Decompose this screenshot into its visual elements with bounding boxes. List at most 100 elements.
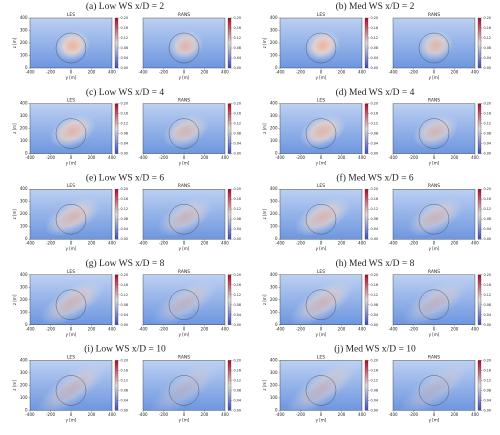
rotor-outline xyxy=(55,289,87,320)
x-tick-label: -200 xyxy=(46,70,56,75)
colorbar xyxy=(477,17,482,69)
subplot-title: LES xyxy=(67,354,75,360)
colorbar-tick-label: 0.00 xyxy=(484,408,492,412)
panel-title: (d) Med WS x/D = 4 xyxy=(336,87,415,98)
colorbar-tick-label: 0.16 xyxy=(234,26,242,30)
x-tick-label: -200 xyxy=(409,326,419,331)
colorbar-tick-label: 0.04 xyxy=(121,313,129,317)
x-tick-label: 200 xyxy=(451,412,459,417)
panel-title: (i) Low WS x/D = 10 xyxy=(84,344,166,355)
wake-region xyxy=(54,30,91,61)
subplot-title: LES xyxy=(67,183,75,189)
y-tick-label: 300 xyxy=(270,113,278,118)
y-tick-label: 300 xyxy=(270,284,278,289)
colorbar-tick-label: 0.20 xyxy=(234,358,242,362)
colorbar-tick-label: 0.12 xyxy=(234,378,242,382)
y-tick-label: 300 xyxy=(270,199,278,204)
panel-title: (f) Med WS x/D = 6 xyxy=(336,172,413,183)
y-axis-label: z [m] xyxy=(262,209,267,220)
panel-title: (c) Low WS x/D = 4 xyxy=(86,87,165,98)
colorbar-tick-label: 0.04 xyxy=(234,227,242,231)
x-tick-label: -400 xyxy=(275,326,285,331)
colorbar-tick-label: 0.16 xyxy=(371,283,379,287)
x-tick-label: 0 xyxy=(70,155,73,160)
colorbar-tick-label: 0.12 xyxy=(121,207,129,211)
x-tick-label: 400 xyxy=(471,412,479,417)
rotor-outline xyxy=(168,203,200,235)
x-tick-label: -200 xyxy=(296,155,306,160)
rotor-outline xyxy=(305,375,337,406)
colorbar xyxy=(114,274,119,325)
x-tick-label: -200 xyxy=(159,412,169,417)
colorbar-tick-label: 0.16 xyxy=(121,26,129,30)
subplot-title: RANS xyxy=(428,12,440,18)
wake-region xyxy=(49,114,96,149)
x-tick-label: -400 xyxy=(388,155,398,160)
y-tick-label: 100 xyxy=(20,53,28,58)
wake-region xyxy=(417,30,454,61)
y-tick-label: 400 xyxy=(270,186,278,191)
colorbar-tick-label: 0.12 xyxy=(371,207,379,211)
rotor-outline xyxy=(55,32,87,64)
colorbar xyxy=(477,274,482,325)
x-tick-label: 0 xyxy=(433,70,436,75)
colorbar-tick-label: 0.08 xyxy=(234,217,242,221)
rotor-outline xyxy=(418,289,450,320)
subplot-title: RANS xyxy=(428,269,440,275)
x-tick-label: -400 xyxy=(138,155,148,160)
subplot-title: LES xyxy=(317,269,325,275)
colorbar-tick-label: 0.12 xyxy=(121,378,129,382)
y-tick-label: 0 xyxy=(25,407,28,412)
colorbar-tick-label: 0.00 xyxy=(121,152,129,156)
wake-region xyxy=(40,278,105,326)
x-tick-label: 200 xyxy=(201,241,209,246)
colorbar-tick-label: 0.08 xyxy=(484,217,492,221)
colorbar xyxy=(227,17,232,69)
panel-title: (e) Low WS x/D = 6 xyxy=(86,172,165,183)
colorbar-tick-label: 0.16 xyxy=(234,368,242,372)
x-tick-label: -400 xyxy=(275,155,285,160)
y-tick-label: 100 xyxy=(270,224,278,229)
rotor-outline xyxy=(55,375,87,406)
colorbar-tick-label: 0.16 xyxy=(234,283,242,287)
x-tick-label: 200 xyxy=(338,155,346,160)
subplot-title: RANS xyxy=(178,354,190,360)
x-tick-label: 200 xyxy=(451,155,459,160)
colorbar-tick-label: 0.04 xyxy=(371,56,379,60)
x-tick-label: 400 xyxy=(471,326,479,331)
colorbar xyxy=(364,17,369,69)
x-tick-label: -400 xyxy=(25,412,35,417)
colorbar-tick-label: 0.04 xyxy=(484,227,492,231)
y-tick-label: 100 xyxy=(20,309,28,314)
colorbar-tick-label: 0.08 xyxy=(121,388,129,392)
x-tick-label: 200 xyxy=(88,241,96,246)
x-tick-label: 200 xyxy=(201,326,209,331)
y-tick-label: 400 xyxy=(20,101,28,106)
x-tick-label: 200 xyxy=(201,155,209,160)
colorbar-tick-label: 0.00 xyxy=(234,323,242,327)
colorbar-tick-label: 0.12 xyxy=(371,36,379,40)
colorbar-tick-label: 0.12 xyxy=(234,36,242,40)
panel-title: (b) Med WS x/D = 2 xyxy=(336,1,415,12)
x-tick-label: -400 xyxy=(25,155,35,160)
colorbar-tick-label: 0.08 xyxy=(234,46,242,50)
colorbar-tick-label: 0.00 xyxy=(371,237,379,241)
x-tick-label: -200 xyxy=(296,412,306,417)
colorbar-tick-label: 0.04 xyxy=(234,398,242,402)
colorbar xyxy=(114,103,119,154)
rotor-outline xyxy=(55,203,87,235)
colorbar-tick-label: 0.12 xyxy=(371,293,379,297)
y-tick-label: 400 xyxy=(20,272,28,277)
x-tick-label: -200 xyxy=(159,241,169,246)
wake-region xyxy=(162,114,209,149)
colorbar-tick-label: 0.16 xyxy=(121,112,129,116)
wake-region xyxy=(149,359,222,417)
colorbar-tick-label: 0.08 xyxy=(484,132,492,136)
colorbar-tick-label: 0.12 xyxy=(121,36,129,40)
subplot-title: RANS xyxy=(178,269,190,275)
y-axis-label: z [m] xyxy=(12,380,17,391)
colorbar-tick-label: 0.16 xyxy=(121,197,129,201)
x-tick-label: -200 xyxy=(296,241,306,246)
colorbar-tick-label: 0.16 xyxy=(371,26,379,30)
colorbar xyxy=(227,189,232,240)
